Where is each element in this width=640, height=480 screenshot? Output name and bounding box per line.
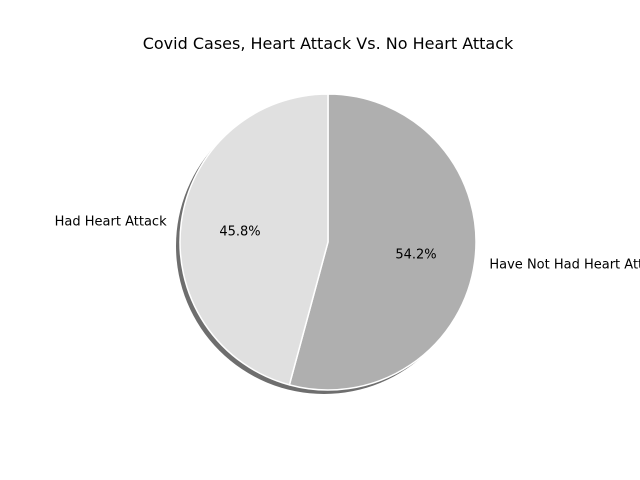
pie-slice-0 (288, 93, 477, 391)
pie-slice-percent-1: 45.8% (219, 224, 260, 239)
pie-slice-percent-0: 54.2% (395, 248, 436, 263)
pie-slice-label-0: Have Not Had Heart Attack (489, 257, 640, 272)
pie-slice-label-1: Had Heart Attack (55, 215, 167, 230)
pie-slice-1 (179, 93, 329, 386)
pie-slices (179, 93, 477, 391)
pie-labels: Have Not Had Heart Attack 54.2% Had Heart … (55, 215, 640, 273)
chart-title: Covid Cases, Heart Attack Vs. No Heart A… (143, 34, 514, 53)
